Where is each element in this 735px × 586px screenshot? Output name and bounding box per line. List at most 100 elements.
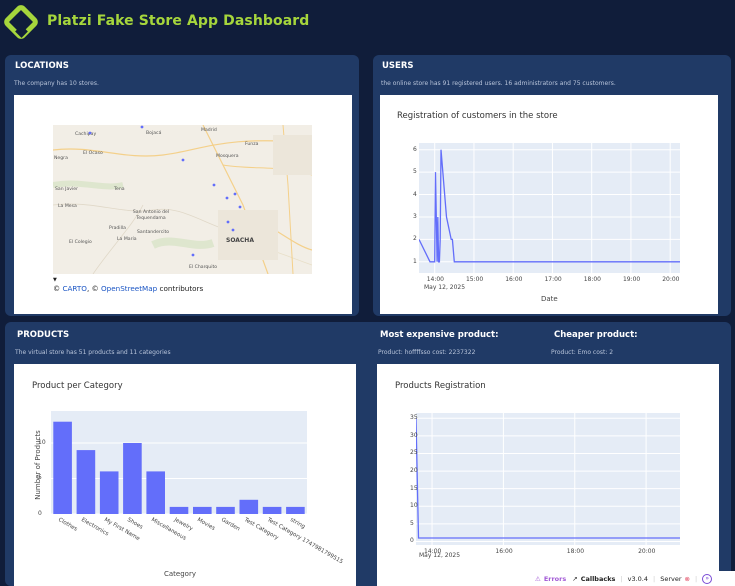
map-place: La Mesa: [58, 204, 77, 209]
category-bar: [123, 443, 142, 514]
dev-tools-bar: ⚠ Errors ↗ Callbacks | v3.0.4 | Server ⊗…: [527, 571, 735, 586]
map-place: SOACHA: [226, 237, 254, 244]
app-logo-icon: [4, 5, 38, 39]
registration-y-tick: 20: [410, 467, 418, 475]
category-bar: [99, 471, 119, 514]
category-y-tick: 10: [38, 438, 46, 446]
users-y-tick: 4: [413, 190, 417, 198]
users-x-tick: 19:00: [622, 276, 641, 283]
registration-x-tick: 18:00: [566, 548, 585, 555]
expand-icon[interactable]: »: [702, 573, 713, 584]
category-y-tick: 5: [38, 474, 42, 482]
category-chart-title: Product per Category: [32, 381, 123, 391]
locations-map[interactable]: Cachipay Bojacá Madrid Negra El Ocaso Fu…: [53, 125, 312, 274]
category-bar-chart: [51, 421, 307, 514]
users-series-line: [419, 149, 680, 263]
store-marker: [212, 183, 216, 187]
users-y-tick: 6: [413, 145, 417, 153]
users-subtitle: the online store has 91 registered users…: [381, 80, 616, 87]
registration-x-tick: 20:00: [638, 548, 656, 555]
store-marker: [191, 253, 195, 257]
store-marker: [233, 192, 237, 196]
map-place: Funza: [245, 142, 259, 147]
map-place: Cachipay: [75, 132, 97, 137]
users-x-subtitle: May 12, 2025: [424, 284, 466, 291]
users-x-tick: 16:00: [505, 276, 523, 283]
category-bar: [216, 506, 235, 514]
callbacks-icon: ↗: [572, 574, 578, 583]
registration-plot-area: [416, 413, 680, 545]
category-bar: [239, 499, 259, 514]
store-marker: [181, 158, 185, 162]
store-markers: [88, 125, 242, 257]
store-marker: [225, 196, 229, 200]
map-place: Tena: [114, 187, 125, 192]
users-x-tick: 15:00: [465, 276, 484, 283]
products-title: PRODUCTS: [17, 330, 70, 340]
registration-series-line: [416, 418, 680, 539]
callbacks-button[interactable]: Callbacks: [580, 574, 616, 583]
products-subtitle: The virtual store has 51 products and 11…: [15, 349, 171, 356]
category-bar: [146, 471, 165, 514]
users-y-tick: 3: [413, 212, 417, 220]
store-marker: [231, 228, 235, 232]
registration-x-subtitle: May 12, 2025: [419, 552, 461, 559]
cheaper-title: Cheaper product:: [554, 330, 638, 340]
category-bar: [169, 506, 189, 514]
server-status-icon: ⊗: [684, 574, 690, 583]
map-place: Mosquera: [216, 154, 239, 159]
category-y-axis-title: Number of Products: [34, 430, 42, 500]
users-x-axis-title: Date: [541, 295, 558, 303]
map-place: La María: [117, 237, 137, 242]
map-place: El Colegio: [69, 240, 92, 245]
errors-icon: ⚠: [535, 574, 541, 583]
users-y-tick: 1: [413, 257, 417, 265]
map-place: El Charquito: [189, 265, 218, 270]
category-bar: [193, 506, 212, 514]
map-place: Madrid: [201, 128, 217, 133]
users-x-tick: 14:00: [426, 276, 444, 283]
users-plot-area: [419, 143, 680, 273]
category-bar: [286, 506, 305, 514]
category-y-tick: 0: [38, 510, 42, 517]
most-expensive-title: Most expensive product:: [380, 330, 499, 340]
users-x-tick: 18:00: [583, 276, 601, 283]
store-marker: [226, 220, 230, 224]
store-marker: [140, 125, 144, 129]
map-attribution: © CARTO, © OpenStreetMap contributors: [53, 284, 204, 293]
registration-x-tick: 14:00: [424, 548, 442, 555]
registration-line-chart: [416, 413, 680, 545]
map-place: Pradilla: [109, 226, 126, 231]
most-expensive-subtitle: Product: hoffffsso cost: 2237322: [378, 349, 476, 356]
cheaper-subtitle: Product: Emo cost: 2: [551, 349, 614, 356]
store-marker: [88, 131, 92, 135]
server-label[interactable]: Server: [660, 574, 682, 583]
map-place: El Ocaso: [83, 151, 103, 156]
carto-link[interactable]: CARTO: [62, 284, 87, 293]
registration-y-tick: 25: [410, 449, 418, 457]
registration-y-tick: 35: [410, 414, 418, 422]
map-place: Bojacá: [146, 131, 162, 136]
openstreetmap-link[interactable]: OpenStreetMap: [101, 284, 158, 293]
registration-y-tick: 15: [410, 484, 418, 492]
registration-y-tick: 30: [410, 431, 418, 439]
registration-y-tick: 0: [410, 537, 414, 545]
map-place: Santandercito: [137, 230, 170, 235]
map-place: San Antonio del Tequendama: [132, 210, 170, 221]
users-x-tick: 20:00: [662, 276, 680, 283]
app-header: Platzi Fake Store App Dashboard: [0, 0, 735, 46]
map-roads: [53, 125, 312, 274]
category-bar: [76, 450, 96, 514]
locations-title: LOCATIONS: [15, 61, 69, 71]
registration-y-tick: 10: [410, 502, 418, 510]
app-title: Platzi Fake Store App Dashboard: [47, 13, 310, 29]
store-marker: [238, 205, 242, 209]
map-place: San Javier: [55, 187, 78, 192]
map-collapse-caret-icon[interactable]: ▼: [53, 277, 57, 283]
errors-button[interactable]: Errors: [543, 574, 567, 583]
category-bar: [53, 421, 72, 514]
version-label: v3.0.4: [627, 574, 648, 583]
category-x-axis-title: Category: [164, 570, 196, 578]
registration-chart-title: Products Registration: [395, 381, 486, 391]
registration-x-tick: 16:00: [495, 548, 513, 555]
